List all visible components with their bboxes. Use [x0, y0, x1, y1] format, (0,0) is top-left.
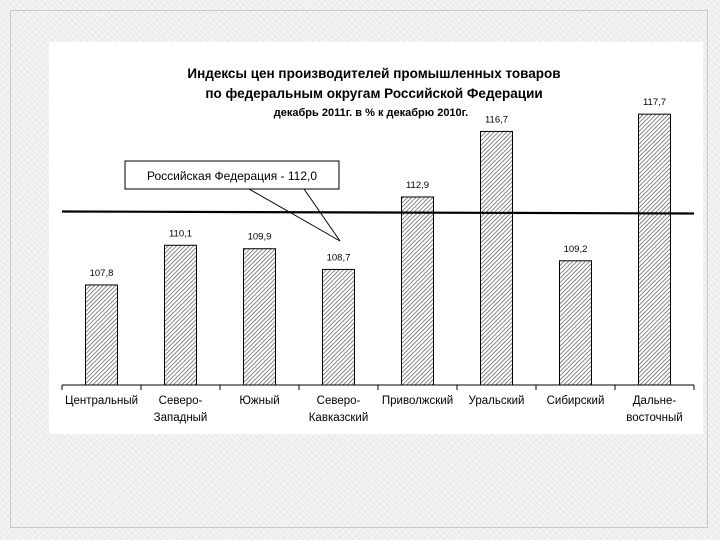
callout-pointer-right: [303, 188, 341, 242]
slide-frame: [10, 10, 708, 528]
x-tick-label-2-line-2: Западный: [154, 412, 208, 424]
x-tick-label-6: Уральский: [469, 395, 525, 407]
x-tick-label-7: Сибирский: [547, 395, 605, 407]
bar-2: [164, 244, 197, 386]
bar-6: [480, 130, 513, 386]
x-tick-label-3: Южный: [239, 395, 279, 407]
x-axis: [61, 384, 695, 390]
reference-line-label: Российская Федерация - 112,0: [147, 169, 317, 183]
x-tick-label-4-line-2: Кавказский: [309, 412, 369, 424]
chart-title: Индексы цен производителей промышленных …: [187, 66, 560, 119]
reference-callout: Российская Федерация - 112,0: [124, 160, 341, 242]
value-label-4: 108,7: [327, 252, 351, 263]
bar-1: [85, 284, 118, 386]
chart-title-line-2: по федеральным округам Российской Федера…: [205, 86, 542, 101]
x-tick-label-1: Центральный: [65, 395, 138, 407]
x-tick-label-4-line-1: Северо-: [317, 395, 361, 407]
value-label-5: 112,9: [406, 180, 429, 191]
x-tick-label-8-line-2: восточный: [626, 412, 682, 424]
value-label-1: 107,8: [90, 268, 114, 279]
value-label-8: 117,7: [643, 97, 666, 108]
callout-box: [124, 160, 340, 190]
value-label-6: 116,7: [485, 114, 508, 125]
bar-chart: Индексы цен производителей промышленных …: [61, 66, 695, 424]
value-label-3: 109,9: [248, 232, 272, 243]
value-labels-group: 107,8 110,1 109,9 108,7 112,9 116,7 109,2 117,7: [90, 97, 666, 279]
reference-line: [61, 210, 695, 215]
chart-title-line-1: Индексы цен производителей промышленных …: [187, 66, 560, 81]
x-tick-label-8-line-1: Дальне-: [633, 395, 677, 407]
bar-4: [322, 268, 355, 386]
callout-pointer-left: [248, 188, 341, 242]
value-label-2: 110,1: [169, 228, 192, 239]
value-label-7: 109,2: [564, 244, 588, 255]
x-tick-label-2-line-1: Северо-: [159, 395, 203, 407]
bar-3: [243, 248, 276, 386]
x-tick-labels: Центральный Северо- Западный Южный Северо- Ка…: [65, 395, 683, 424]
bar-8: [638, 113, 671, 386]
bar-7: [559, 260, 592, 386]
chart-subtitle: декабрь 2011г. в % к декабрю 2010г.: [274, 107, 468, 119]
bar-5: [401, 196, 434, 386]
chart-panel: Индексы цен производителей промышленных …: [49, 42, 703, 434]
x-tick-label-5: Приволжский: [382, 395, 453, 407]
